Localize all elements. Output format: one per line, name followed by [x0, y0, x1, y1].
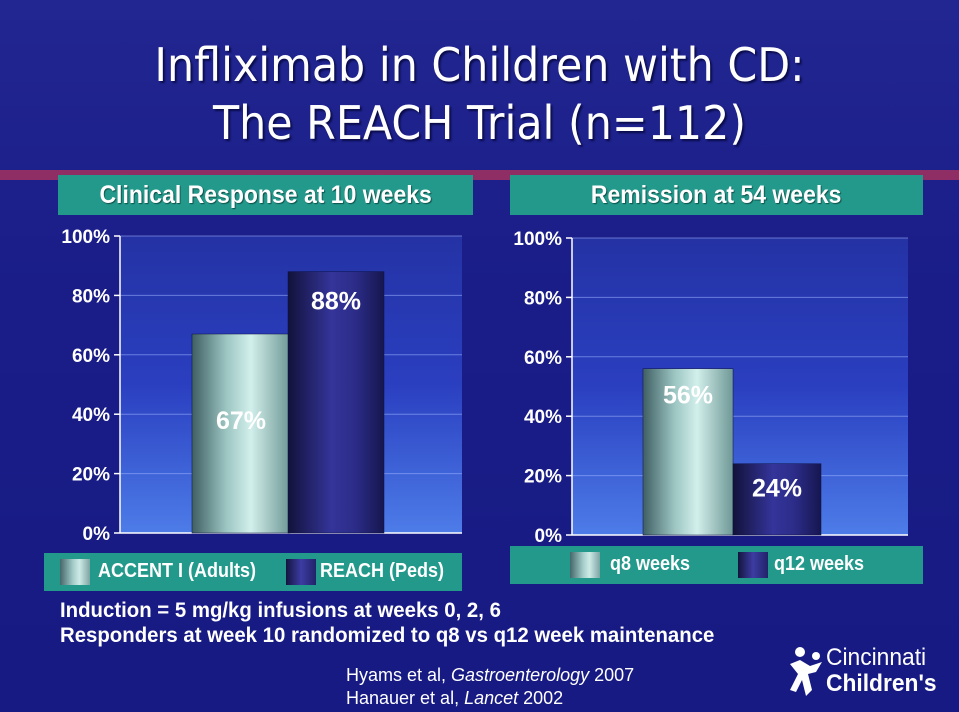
legend-label-reach: REACH (Peds) — [320, 560, 445, 582]
reference-year: 2007 — [589, 665, 635, 685]
y-tick-label: 60% — [72, 346, 110, 367]
slide-title-line-1: Infliximab in Children with CD: — [154, 38, 805, 92]
legend-swatch-dark — [738, 552, 768, 578]
reference-journal: Gastroenterology — [451, 665, 590, 685]
y-tick-label: 60% — [524, 348, 562, 369]
y-tick-label: 20% — [72, 465, 110, 486]
logo-text-line-2: Children's — [826, 670, 937, 697]
left-chart-title-text: Clinical Response at 10 weeks — [99, 181, 432, 209]
bar-value-label: 88% — [311, 288, 361, 316]
bar — [191, 333, 291, 534]
left-chart-legend: ACCENT I (Adults) REACH (Peds) — [44, 553, 462, 591]
bar — [732, 463, 822, 536]
right-chart-title: Remission at 54 weeks — [510, 175, 923, 215]
left-chart-title: Clinical Response at 10 weeks — [58, 175, 473, 215]
reference-hyams: Hyams et al, Gastroenterology 2007 — [346, 665, 634, 686]
slide-title-line-2: The REACH Trial (n=112) — [212, 96, 747, 150]
legend-label-q8: q8 weeks — [610, 553, 691, 575]
legend-label-q12: q12 weeks — [774, 553, 865, 575]
y-tick-label: 80% — [524, 288, 562, 309]
logo-text-line-1: Cincinnati — [826, 644, 927, 671]
legend-swatch-dark — [286, 559, 316, 585]
bar-value-label: 67% — [216, 407, 266, 435]
right-chart-legend: q8 weeks q12 weeks — [510, 546, 923, 584]
reference-author: Hanauer et al, — [346, 688, 465, 708]
legend-label-accent: ACCENT I (Adults) — [98, 560, 256, 582]
child-figure-icon — [790, 647, 822, 696]
bar-value-label: 24% — [752, 475, 802, 503]
y-tick-label: 0% — [535, 526, 563, 547]
reference-author: Hyams et al, — [346, 665, 452, 685]
title-divider — [0, 170, 959, 180]
right-chart-title-text: Remission at 54 weeks — [591, 181, 842, 209]
y-tick-label: 0% — [83, 524, 111, 545]
y-tick-label: 40% — [72, 405, 110, 426]
y-tick-label: 40% — [524, 407, 562, 428]
bar — [642, 368, 734, 536]
reference-year: 2002 — [518, 688, 564, 708]
bar — [287, 271, 385, 534]
y-tick-label: 100% — [513, 229, 562, 250]
reference-journal: Lancet — [464, 688, 519, 708]
reference-hanauer: Hanauer et al, Lancet 2002 — [346, 688, 563, 709]
y-tick-label: 100% — [61, 227, 110, 248]
cincinnati-childrens-logo: Cincinnati Children's — [786, 642, 956, 702]
legend-swatch-light — [60, 559, 90, 585]
y-tick-label: 20% — [524, 467, 562, 488]
y-tick-label: 80% — [72, 286, 110, 307]
induction-note: Induction = 5 mg/kg infusions at weeks 0… — [60, 599, 501, 622]
chart-layer: 0% 20% 40% 60% 80% 100% 67% 88% 0% 20% 40% 60% 80% 10… — [61, 227, 908, 547]
randomization-note: Responders at week 10 randomized to q8 v… — [60, 624, 715, 647]
bar-value-label: 56% — [663, 382, 713, 410]
legend-swatch-light — [570, 552, 600, 578]
